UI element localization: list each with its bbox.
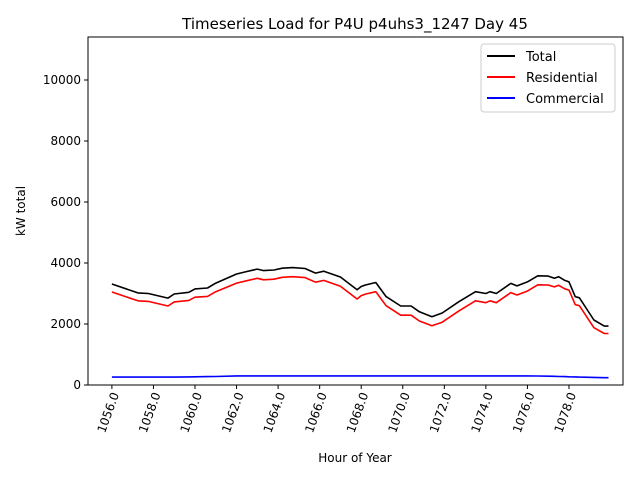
legend-label-residential: Residential <box>526 71 598 86</box>
legend-label-commercial: Commercial <box>526 92 604 107</box>
chart-title: Timeseries Load for P4U p4uhs3_1247 Day … <box>181 15 528 34</box>
y-tick-label: 2000 <box>50 317 81 331</box>
legend-label-total: Total <box>525 50 556 65</box>
legend-box <box>480 43 616 113</box>
y-tick-label: 10000 <box>43 73 81 87</box>
y-tick-label: 8000 <box>50 134 81 148</box>
series-line-total <box>111 266 609 327</box>
y-tick-label: 4000 <box>50 256 81 270</box>
y-axis-label: kW total <box>14 186 28 236</box>
y-tick-label: 0 <box>73 378 81 392</box>
series-line-commercial <box>111 375 609 379</box>
legend: Total Residential Commercial <box>480 43 616 113</box>
y-axis: 0 2000 4000 6000 8000 10000 <box>43 73 88 392</box>
series-line-residential <box>111 275 609 335</box>
plot-frame <box>87 36 624 386</box>
y-tick-label: 6000 <box>50 195 81 209</box>
series-layer <box>111 266 609 379</box>
x-axis-label: Hour of Year <box>318 451 392 465</box>
